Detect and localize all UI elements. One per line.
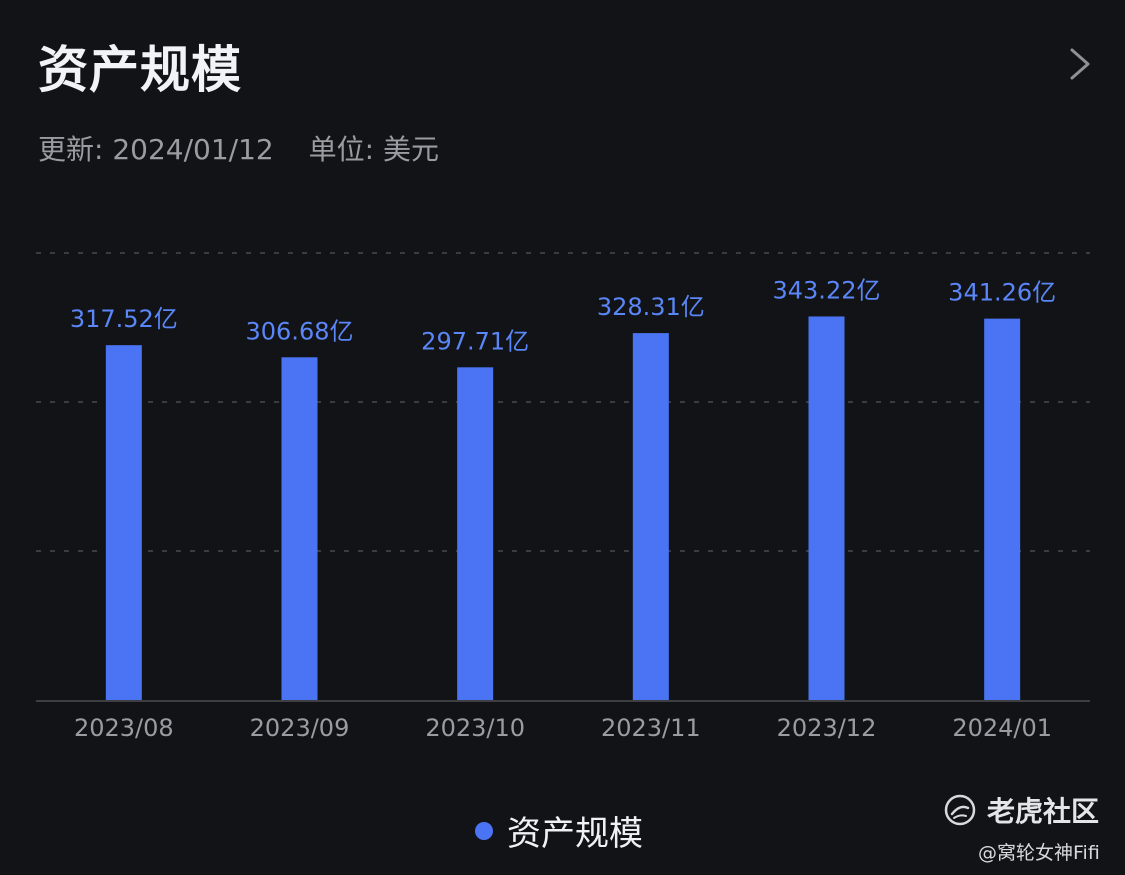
x-tick-label: 2023/11 bbox=[601, 714, 701, 742]
x-tick-label: 2023/08 bbox=[74, 714, 174, 742]
x-tick-label: 2024/01 bbox=[952, 714, 1052, 742]
legend-dot bbox=[475, 821, 493, 840]
watermark: 老虎社区 bbox=[943, 790, 1099, 830]
legend[interactable]: 资产规模 bbox=[475, 806, 643, 855]
data-label: 341.26亿 bbox=[948, 279, 1056, 307]
legend-label: 资产规模 bbox=[507, 814, 643, 854]
data-label: 317.52亿 bbox=[70, 305, 178, 333]
bar bbox=[984, 318, 1021, 700]
chart-meta: 更新: 2024/01/12 单位: 美元 bbox=[38, 128, 439, 168]
bar bbox=[457, 367, 494, 700]
unit-label: 单位: 美元 bbox=[308, 133, 439, 166]
x-tick-label: 2023/10 bbox=[425, 714, 525, 742]
update-date: 更新: 2024/01/12 bbox=[38, 133, 274, 166]
bar bbox=[632, 333, 669, 700]
tiger-community-icon bbox=[944, 794, 976, 826]
x-tick-label: 2023/09 bbox=[250, 714, 350, 742]
watermark-brand: 老虎社区 bbox=[987, 795, 1100, 828]
data-label: 306.68亿 bbox=[246, 317, 354, 345]
bar bbox=[105, 345, 142, 700]
bar bbox=[808, 316, 845, 700]
watermark-user: @窝轮女神Fifi bbox=[978, 842, 1100, 864]
data-label: 343.22亿 bbox=[773, 276, 881, 304]
bar bbox=[281, 357, 318, 700]
data-label: 328.31亿 bbox=[597, 293, 705, 321]
page-title: 资产规模 bbox=[38, 41, 242, 99]
chevron-right-icon[interactable] bbox=[1062, 44, 1096, 84]
data-label: 297.71亿 bbox=[421, 327, 529, 355]
x-tick-label: 2023/12 bbox=[777, 714, 877, 742]
